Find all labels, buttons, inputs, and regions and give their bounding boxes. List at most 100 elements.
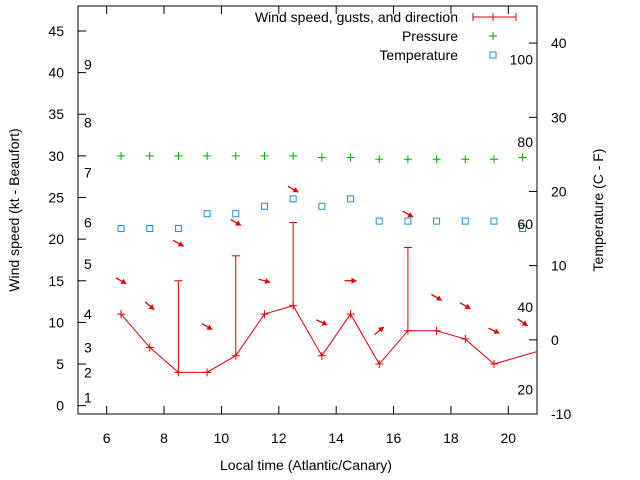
wind-speed-point <box>231 351 240 360</box>
pressure-point <box>289 151 298 160</box>
arrow-head <box>321 320 328 326</box>
beaufort-label: 8 <box>84 115 92 131</box>
plot-frame <box>77 5 538 415</box>
x-tick-label: 12 <box>271 430 287 446</box>
arrow-head <box>378 326 384 333</box>
wind-speed-point <box>461 335 470 344</box>
y-tick-label: 5 <box>56 356 64 372</box>
arrow-head <box>120 278 127 284</box>
y2-tick-label: 0 <box>551 332 559 348</box>
fahrenheit-label: 60 <box>517 216 533 232</box>
wind-speed-point <box>346 310 355 319</box>
temperature-point <box>347 195 355 203</box>
arrow-head <box>464 303 471 309</box>
arrow-head <box>351 277 357 284</box>
pressure-point <box>203 151 212 160</box>
y-tick-label: 40 <box>48 65 64 81</box>
wind-direction-arrow <box>517 318 528 327</box>
temperature-point <box>203 210 211 218</box>
wind-direction-arrow <box>144 301 155 311</box>
y-tick-label: 25 <box>48 190 64 206</box>
temperature-point <box>461 217 469 225</box>
wind-speed-point <box>174 368 183 377</box>
y-tick-label: 35 <box>48 106 64 122</box>
wind-direction-arrow <box>459 302 471 310</box>
arrow-head <box>206 324 213 330</box>
wind-speed-point <box>432 326 441 335</box>
y-tick-label: 30 <box>48 148 64 164</box>
beaufort-label: 6 <box>84 214 92 230</box>
y2-tick-label: -10 <box>551 406 571 422</box>
wind-direction-arrow <box>230 218 242 227</box>
wind-direction-arrow <box>488 327 500 334</box>
beaufort-label: 7 <box>84 165 92 181</box>
arrow-head <box>521 320 528 326</box>
arrow-head <box>435 295 442 301</box>
temperature-point <box>260 202 268 210</box>
y-tick-label: 0 <box>56 398 64 414</box>
beaufort-label: 4 <box>84 306 92 322</box>
pressure-point <box>145 151 154 160</box>
y-tick-label: 45 <box>48 23 64 39</box>
x-tick-label: 20 <box>501 430 517 446</box>
arrow-head <box>148 304 155 310</box>
pressure-point <box>461 155 470 164</box>
temperature-point <box>519 225 527 233</box>
pressure-point <box>260 151 269 160</box>
pressure-point <box>375 155 384 164</box>
temperature-point <box>490 217 498 225</box>
beaufort-label: 5 <box>84 256 92 272</box>
wind-direction-arrow <box>316 319 328 326</box>
fahrenheit-label: 100 <box>510 51 534 67</box>
pressure-point <box>231 151 240 160</box>
temperature-point <box>375 217 383 225</box>
y2-tick-label: 40 <box>551 35 567 51</box>
pressure-point <box>174 151 183 160</box>
temperature-point <box>289 195 297 203</box>
wind-speed-line <box>120 305 538 373</box>
x-tick-label: 16 <box>386 430 402 446</box>
legend: Wind speed, gusts, and direction Pressure… <box>255 9 517 63</box>
temperature-point <box>174 225 182 233</box>
y-tick-label: 10 <box>48 314 64 330</box>
wind-speed-point <box>289 301 298 310</box>
pressure-point <box>346 153 355 162</box>
beaufort-label: 3 <box>84 339 92 355</box>
y2-tick-label: 20 <box>551 183 567 199</box>
fahrenheit-label: 20 <box>517 382 533 398</box>
arrow-head <box>177 241 184 247</box>
y2-tick-label: 10 <box>551 258 567 274</box>
wind-speed-point <box>403 326 412 335</box>
legend-label: Temperature <box>379 47 458 63</box>
pressure-point <box>403 155 412 164</box>
legend-swatch-square <box>489 51 497 59</box>
x-tick-label: 14 <box>328 430 344 446</box>
x-axis-title: Local time (Atlantic/Canary) <box>220 457 392 473</box>
legend-swatch-plus <box>489 13 497 21</box>
pressure-point <box>489 155 498 164</box>
temperature-point <box>404 217 412 225</box>
beaufort-label: 9 <box>84 56 92 72</box>
wind-speed-point <box>117 310 126 319</box>
series-layer <box>115 151 538 377</box>
y2-axis-title: Temperature (C - F) <box>590 149 606 272</box>
fahrenheit-label: 40 <box>517 299 533 315</box>
temperature-point <box>433 217 441 225</box>
wind-speed-point <box>203 368 212 377</box>
arrow-head <box>407 212 414 218</box>
temperature-point <box>318 202 326 210</box>
wind-direction-arrow <box>201 323 213 331</box>
temperature-point <box>117 225 125 233</box>
wind-speed-point <box>260 310 269 319</box>
x-tick-label: 10 <box>214 430 230 446</box>
beaufort-label: 1 <box>84 389 92 405</box>
y-axis-title: Wind speed (kt - Beaufort) <box>6 128 22 291</box>
beaufort-label: 2 <box>84 364 92 380</box>
pressure-point <box>432 155 441 164</box>
arrow-head <box>235 220 241 226</box>
temperature-point <box>146 225 154 233</box>
wind-speed-point <box>317 351 326 360</box>
y-tick-label: 15 <box>48 273 64 289</box>
